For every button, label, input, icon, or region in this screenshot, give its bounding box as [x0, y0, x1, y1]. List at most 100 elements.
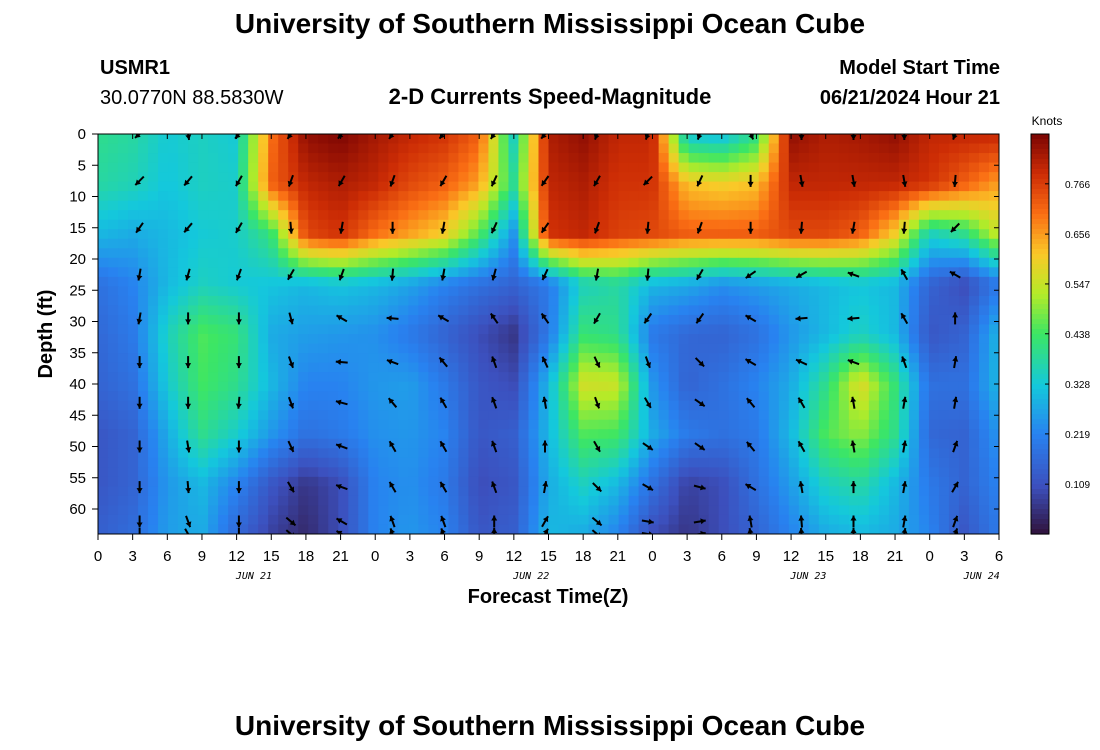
- colorbar-segment: [1031, 389, 1049, 395]
- heatmap-cell: [888, 448, 900, 459]
- heatmap-cell: [838, 372, 850, 383]
- heatmap-cell: [568, 334, 580, 345]
- heatmap-cell: [418, 219, 429, 230]
- heatmap-cell: [788, 410, 800, 421]
- heatmap-cell: [808, 200, 820, 211]
- heatmap-cell: [578, 210, 590, 221]
- heatmap-cell: [338, 200, 349, 211]
- arrow-head: [595, 519, 602, 526]
- heatmap-cell: [828, 419, 840, 430]
- heatmap-cell: [478, 353, 490, 364]
- heatmap-cell: [728, 505, 740, 516]
- heatmap-cell: [378, 495, 389, 507]
- heatmap-cell: [568, 343, 580, 354]
- heatmap-cell: [178, 191, 189, 202]
- heatmap-cell: [158, 200, 169, 211]
- heatmap-cell: [898, 200, 910, 211]
- heatmap-cell: [958, 134, 970, 145]
- heatmap-cell: [338, 276, 349, 287]
- current-arrow: [744, 358, 757, 366]
- heatmap-cell: [678, 153, 690, 164]
- heatmap-cell: [438, 362, 449, 373]
- heatmap-cell: [398, 505, 409, 516]
- heatmap-cell: [198, 143, 209, 154]
- heatmap-cell: [768, 429, 780, 440]
- heatmap-cell: [748, 305, 760, 316]
- heatmap-cell: [878, 495, 890, 507]
- heatmap-cell: [428, 343, 439, 354]
- heatmap-cell: [668, 200, 680, 211]
- heatmap-cell: [918, 172, 930, 183]
- heatmap-cell: [778, 467, 790, 478]
- current-arrow: [901, 134, 908, 140]
- heatmap-cell: [718, 143, 730, 154]
- heatmap-cell: [378, 238, 389, 249]
- colorbar-segment: [1031, 249, 1049, 255]
- arrow-head: [541, 274, 548, 281]
- heatmap-cell: [518, 295, 530, 307]
- heatmap-cell: [778, 524, 790, 534]
- current-arrow: [949, 270, 961, 279]
- arrow-head: [335, 399, 342, 406]
- heatmap-cell: [298, 305, 309, 316]
- heatmap-cell: [408, 372, 419, 383]
- heatmap-cell: [518, 334, 530, 345]
- heatmap-cell: [368, 238, 379, 249]
- colorbar-segment: [1031, 499, 1049, 505]
- heatmap-cell: [448, 429, 459, 440]
- heatmap-cell: [788, 257, 800, 268]
- heatmap-cell: [928, 162, 940, 173]
- heatmap-cell: [728, 476, 740, 487]
- arrow-shaft: [591, 529, 599, 534]
- heatmap-cell: [108, 448, 119, 459]
- heatmap-cell: [188, 372, 199, 383]
- arrow-head: [136, 447, 143, 453]
- heatmap-cell: [608, 219, 620, 230]
- heatmap-cell: [638, 362, 650, 373]
- heatmap-cell: [388, 314, 399, 326]
- current-arrow: [746, 397, 756, 408]
- heatmap-cell: [228, 143, 239, 154]
- heatmap-cell: [988, 419, 999, 430]
- heatmap-cell: [178, 467, 189, 478]
- current-arrow: [901, 440, 908, 453]
- heatmap-cell: [578, 238, 590, 249]
- heatmap-cell: [258, 286, 269, 297]
- heatmap-cell: [228, 172, 239, 183]
- heatmap-cell: [458, 372, 470, 383]
- heatmap-cell: [248, 505, 259, 516]
- heatmap-cell: [738, 267, 750, 278]
- heatmap-cell: [278, 200, 289, 211]
- heatmap-cell: [988, 257, 999, 268]
- heatmap-cell: [158, 410, 169, 421]
- heatmap-cell: [688, 229, 700, 240]
- current-arrow: [439, 481, 448, 493]
- heatmap-cell: [538, 286, 550, 297]
- heatmap-cell: [518, 286, 530, 297]
- heatmap-cell: [808, 248, 820, 259]
- heatmap-cell: [468, 410, 480, 421]
- heatmap-cell: [548, 514, 560, 526]
- heatmap-cell: [648, 353, 660, 364]
- heatmap-cell: [128, 314, 139, 326]
- heatmap-cell: [468, 267, 480, 278]
- heatmap-cell: [148, 400, 159, 411]
- heatmap-cell: [588, 314, 600, 326]
- heatmap-cell: [318, 372, 329, 383]
- heatmap-cell: [788, 286, 800, 297]
- heatmap-cell: [878, 229, 890, 240]
- heatmap-cell: [968, 410, 980, 421]
- heatmap-cell: [948, 324, 960, 335]
- heatmap-cell: [968, 495, 980, 507]
- heatmap-cell: [458, 238, 470, 249]
- heatmap-cell: [98, 372, 109, 383]
- x-tick-label: 3: [128, 548, 136, 565]
- heatmap-cell: [328, 457, 339, 468]
- heatmap-cell: [988, 305, 999, 316]
- heatmap-cell: [148, 391, 159, 402]
- heatmap-cell: [208, 391, 219, 402]
- heatmap-cell: [798, 324, 810, 335]
- heatmap-cell: [248, 343, 259, 354]
- heatmap-cell: [678, 514, 690, 526]
- heatmap-cell: [398, 429, 409, 440]
